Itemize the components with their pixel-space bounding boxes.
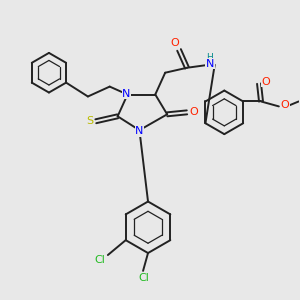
Text: N: N bbox=[206, 59, 214, 69]
Text: O: O bbox=[280, 100, 289, 110]
Text: Cl: Cl bbox=[94, 255, 105, 265]
Text: N: N bbox=[135, 126, 144, 136]
Text: O: O bbox=[262, 76, 270, 87]
Text: S: S bbox=[86, 116, 93, 126]
Text: H: H bbox=[206, 53, 213, 62]
Text: N: N bbox=[122, 88, 131, 98]
Text: O: O bbox=[171, 38, 179, 48]
Text: Cl: Cl bbox=[139, 273, 149, 283]
Text: O: O bbox=[190, 107, 198, 117]
